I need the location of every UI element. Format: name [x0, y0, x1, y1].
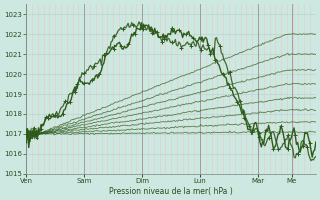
X-axis label: Pression niveau de la mer( hPa ): Pression niveau de la mer( hPa ) [109, 187, 233, 196]
